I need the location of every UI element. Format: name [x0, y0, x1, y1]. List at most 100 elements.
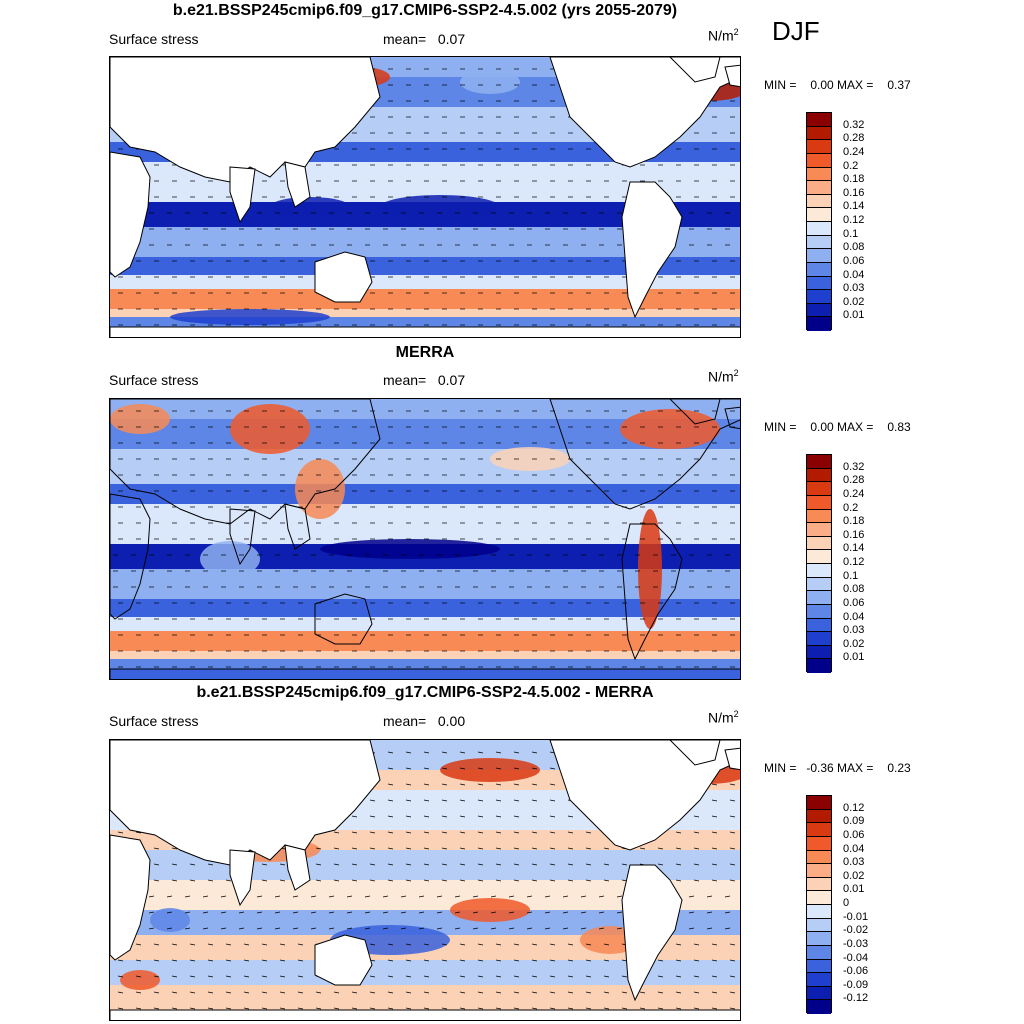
wind-vector	[423, 831, 430, 834]
wind-vector	[531, 975, 538, 978]
colorbar-tick-label: 0.08	[843, 241, 865, 254]
wind-vector	[459, 815, 466, 818]
wind-vector	[184, 895, 191, 898]
colorbar-swatch	[807, 836, 831, 851]
wind-vector	[441, 975, 448, 978]
wind-vector	[225, 975, 232, 978]
colorbar-tick-label: 0.04	[843, 842, 865, 855]
wind-vector	[418, 927, 425, 930]
colorbar-tick-label: 0.09	[843, 815, 865, 828]
wind-vector	[526, 911, 533, 914]
colorbar-tick-label: 0.18	[843, 515, 865, 528]
wind-vector	[225, 959, 232, 962]
wind-vector	[436, 911, 443, 914]
field-blob	[320, 539, 500, 559]
wind-vector	[135, 959, 142, 962]
wind-vector	[153, 1007, 160, 1010]
field-blob	[170, 309, 330, 325]
units-label: N/m2	[708, 368, 739, 385]
wind-vector	[279, 959, 286, 962]
wind-vector	[585, 991, 592, 994]
wind-vector	[711, 815, 718, 818]
wind-vector	[418, 895, 425, 898]
wind-vector	[423, 879, 430, 882]
colorbar-tick-label: 0.03	[843, 856, 865, 869]
min-label: MIN =	[764, 78, 797, 92]
wind-vector	[387, 943, 394, 946]
wind-vector	[513, 959, 520, 962]
wind-vector	[531, 783, 538, 786]
wind-vector	[621, 863, 628, 866]
wind-vector	[243, 991, 250, 994]
wind-vector	[675, 959, 682, 962]
wind-vector	[531, 831, 538, 834]
wind-vector	[405, 959, 412, 962]
mean-label: mean=	[383, 31, 427, 47]
colorbar-swatch	[807, 455, 831, 469]
wind-vector	[477, 783, 484, 786]
wind-vector	[423, 815, 430, 818]
field-band	[110, 484, 740, 504]
wind-vector	[477, 751, 484, 754]
min-value: 0.00	[810, 78, 834, 92]
coastline	[621, 864, 683, 1002]
wind-vector	[513, 783, 520, 786]
wind-vector	[472, 927, 479, 930]
map-field	[110, 57, 740, 337]
wind-vector	[544, 927, 551, 930]
wind-vector	[333, 863, 340, 866]
wind-vector	[135, 943, 142, 946]
wind-vector	[117, 991, 124, 994]
wind-vector	[477, 943, 484, 946]
colorbar-tick-label: 0.32	[843, 118, 865, 131]
wind-vector	[153, 959, 160, 962]
wind-vector	[490, 895, 497, 898]
wind-vector	[706, 895, 713, 898]
wind-vector	[675, 1007, 682, 1010]
wind-vector	[549, 799, 556, 802]
wind-vector	[513, 1007, 520, 1010]
min-label: MIN =	[764, 420, 797, 434]
colorbar-swatch	[807, 932, 831, 946]
colorbar-swatch	[807, 959, 831, 974]
wind-vector	[261, 863, 268, 866]
wind-vector	[225, 1007, 232, 1010]
wind-vector	[369, 863, 376, 866]
wind-vector	[333, 847, 340, 850]
wind-vector	[153, 991, 160, 994]
wind-vector	[387, 991, 394, 994]
wind-vector	[454, 911, 461, 914]
wind-vector	[351, 1007, 358, 1010]
wind-vector	[405, 975, 412, 978]
field-band	[110, 617, 740, 631]
wind-vector	[369, 1007, 376, 1010]
wind-vector	[693, 815, 700, 818]
colorbar-swatch	[807, 618, 831, 633]
wind-vector	[567, 863, 574, 866]
wind-vector	[729, 815, 736, 818]
wind-vector	[351, 847, 358, 850]
mean-readout: mean= 0.00	[383, 713, 465, 729]
wind-vector	[423, 799, 430, 802]
mean-label: mean=	[383, 372, 427, 388]
colorbar-swatch	[807, 905, 831, 919]
colorbar-swatch	[807, 276, 831, 291]
wind-vector	[369, 975, 376, 978]
wind-vector	[549, 767, 556, 770]
wind-vector	[495, 799, 502, 802]
wind-vector	[382, 927, 389, 930]
wind-vector	[585, 863, 592, 866]
wind-vector	[693, 975, 700, 978]
wind-vector	[171, 959, 178, 962]
wind-vector	[261, 879, 268, 882]
colorbar-swatch	[807, 577, 831, 592]
wind-vector	[117, 975, 124, 978]
season-label: DJF	[772, 16, 820, 46]
coastline	[314, 593, 373, 645]
wind-vector	[477, 831, 484, 834]
wind-vector	[423, 975, 430, 978]
colorbar-swatch	[807, 864, 831, 878]
colorbar-swatch	[807, 809, 831, 824]
coastline	[229, 166, 256, 224]
wind-vector	[310, 911, 317, 914]
